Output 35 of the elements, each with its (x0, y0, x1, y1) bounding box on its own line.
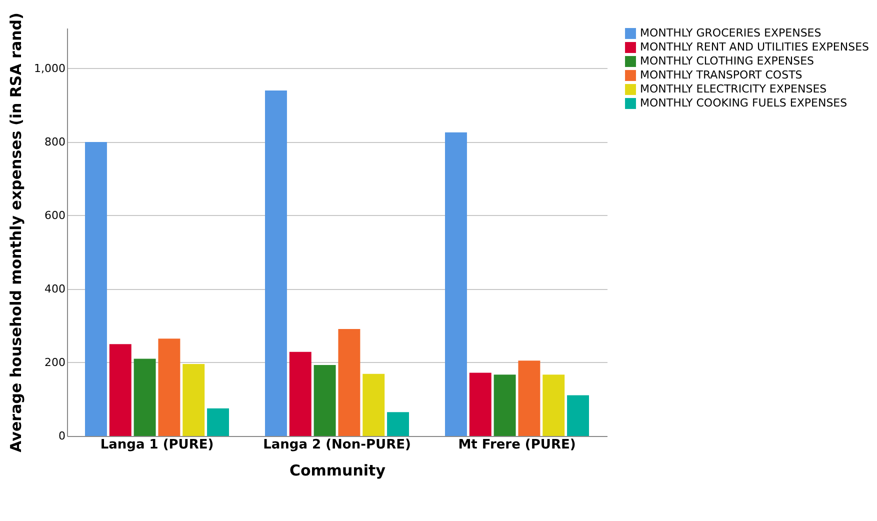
y-tick-label: 600 (44, 208, 66, 222)
bar (542, 374, 565, 436)
legend-label: MONTHLY ELECTRICITY EXPENSES (640, 82, 827, 96)
bar (338, 329, 360, 436)
y-tick-label: 800 (44, 135, 66, 148)
bar (158, 338, 180, 436)
x-axis-title: Community (289, 462, 386, 480)
bar (85, 142, 107, 436)
legend-label: MONTHLY TRANSPORT COSTS (640, 68, 802, 82)
bar (289, 352, 312, 436)
legend-label: MONTHLY CLOTHING EXPENSES (640, 54, 814, 68)
bar (314, 365, 336, 436)
bar (445, 132, 467, 436)
x-tick-label: Mt Frere (PURE) (458, 438, 576, 452)
bar (134, 358, 156, 436)
legend-label: MONTHLY RENT AND UTILITIES EXPENSES (640, 40, 870, 54)
bar (387, 412, 409, 436)
y-tick-label: 0 (58, 430, 66, 442)
legend-label: MONTHLY GROCERIES EXPENSES (640, 26, 822, 40)
bar (109, 344, 132, 436)
bar (207, 408, 229, 436)
y-tick-label: 1,000 (34, 62, 66, 75)
bar (182, 364, 205, 436)
y-tick-label: 200 (44, 356, 66, 369)
legend-label: MONTHLY COOKING FUELS EXPENSES (640, 96, 848, 110)
bar (567, 395, 589, 436)
y-axis-title: Average household monthly expenses (in RSA rand) (7, 12, 26, 452)
bar (494, 374, 516, 436)
bar (362, 374, 385, 436)
bar (265, 90, 287, 436)
x-tick-label: Langa 2 (Non-PURE) (263, 438, 411, 452)
y-tick-label: 400 (44, 282, 66, 296)
bar (518, 360, 540, 436)
bar (469, 372, 492, 436)
x-tick-label: Langa 1 (PURE) (100, 438, 214, 452)
